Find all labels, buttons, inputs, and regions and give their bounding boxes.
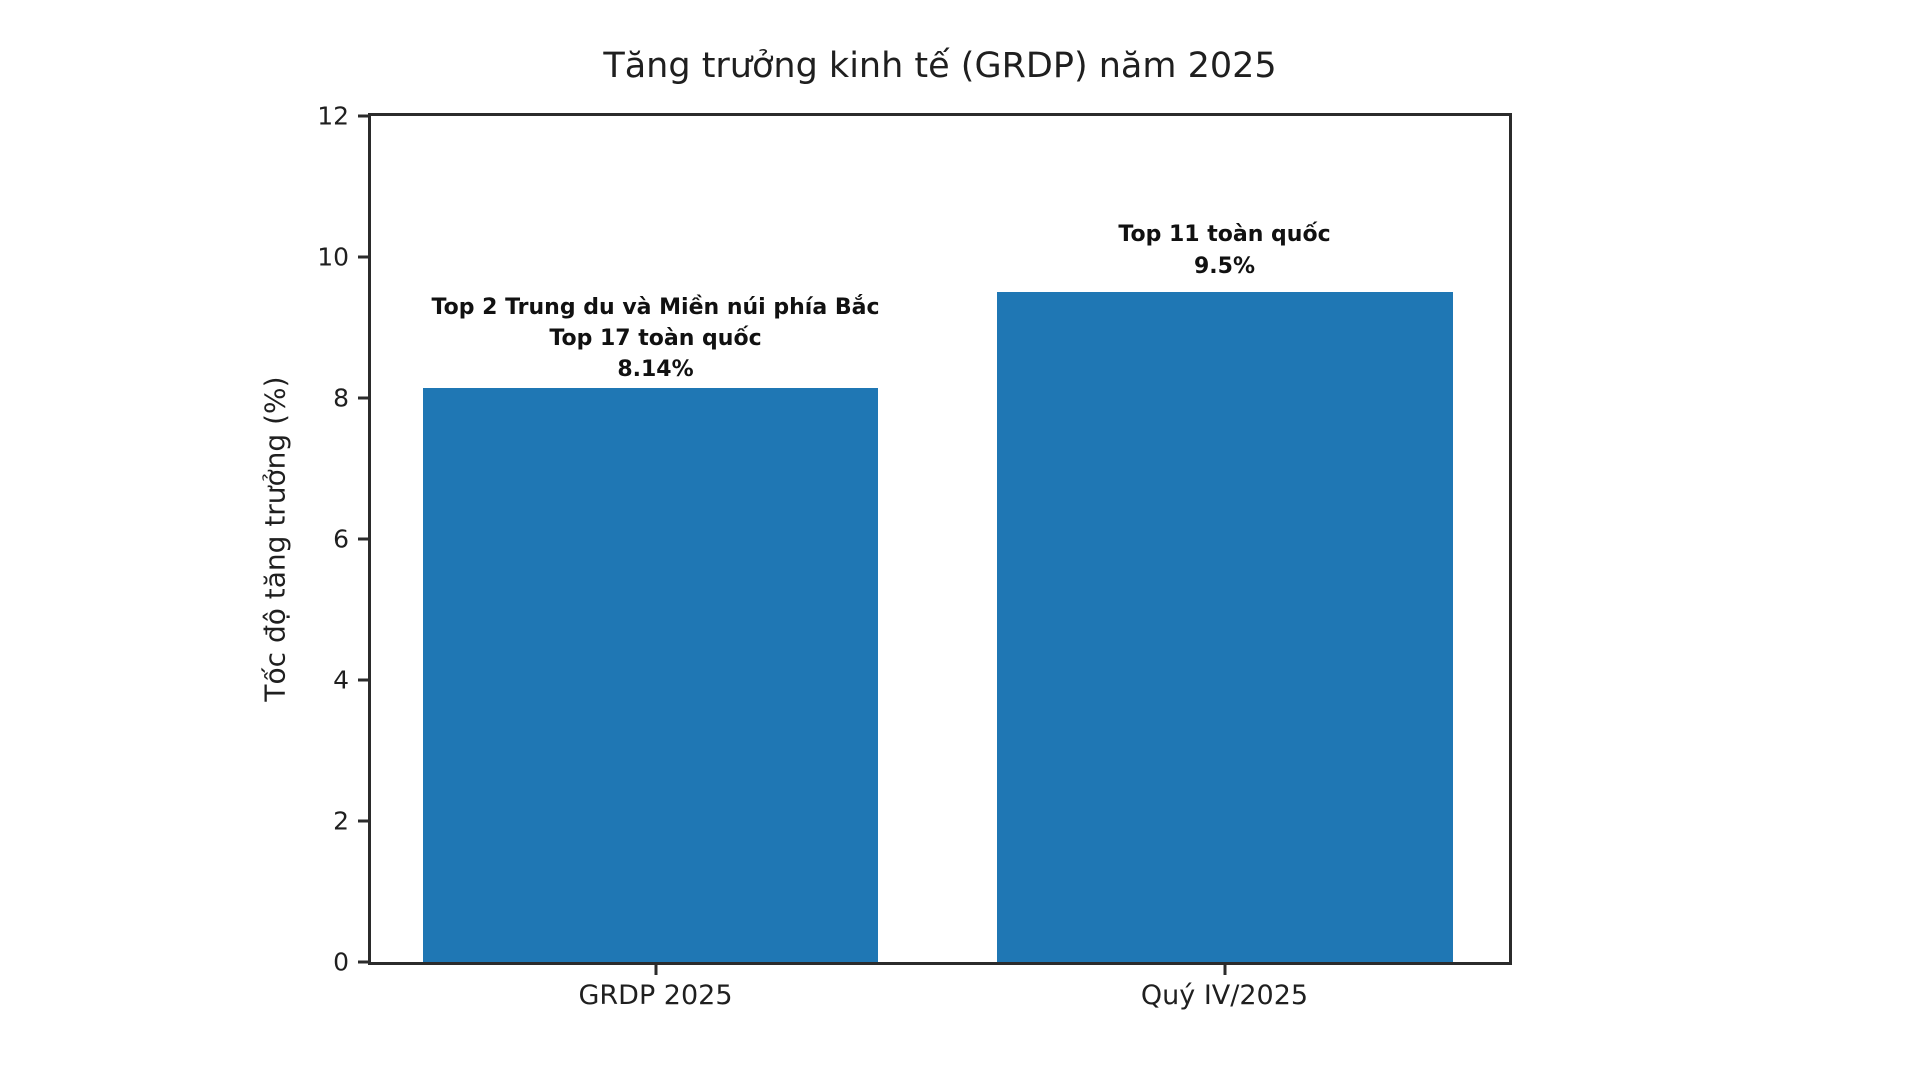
y-tick-label: 0 bbox=[333, 947, 349, 977]
annotation-value: 8.14% bbox=[617, 357, 694, 382]
bar-grdp-2025 bbox=[422, 388, 878, 962]
y-tick-label: 2 bbox=[333, 806, 349, 836]
y-tick-6: 6 bbox=[309, 525, 371, 554]
y-tick-2: 2 bbox=[309, 807, 371, 836]
y-tick-mark bbox=[358, 396, 371, 400]
y-tick-4: 4 bbox=[309, 666, 371, 695]
y-tick-mark bbox=[358, 678, 371, 682]
x-tick-mark-grdp-2025 bbox=[654, 962, 657, 975]
y-tick-12: 12 bbox=[309, 102, 371, 131]
x-tick-label-quy-iv-2025: Quý IV/2025 bbox=[1140, 980, 1309, 1011]
y-tick-mark bbox=[358, 960, 371, 964]
annotation-line: Top 17 toàn quốc bbox=[549, 326, 762, 351]
y-tick-8: 8 bbox=[309, 384, 371, 413]
annotation-line: Top 11 toàn quốc bbox=[1118, 222, 1331, 247]
annotation-value: 9.5% bbox=[1193, 254, 1255, 279]
y-tick-label: 4 bbox=[333, 665, 349, 695]
x-tick-mark-quy-iv-2025 bbox=[1223, 962, 1226, 975]
chart-title: Tăng trưởng kinh tế (GRDP) năm 2025 bbox=[603, 46, 1277, 86]
y-tick-label: 12 bbox=[317, 101, 349, 131]
y-tick-mark bbox=[358, 114, 371, 118]
y-tick-label: 8 bbox=[333, 383, 349, 413]
y-tick-10: 10 bbox=[309, 243, 371, 272]
bar-quy-iv-2025 bbox=[997, 292, 1453, 962]
y-tick-0: 0 bbox=[309, 948, 371, 977]
annotation-quy-iv-2025: Top 11 toàn quốc 9.5% bbox=[1118, 219, 1330, 283]
y-tick-mark bbox=[358, 255, 371, 259]
annotation-grdp-2025: Top 2 Trung du và Miền núi phía Bắc Top … bbox=[432, 292, 880, 385]
annotation-line: Top 2 Trung du và Miền núi phía Bắc bbox=[431, 295, 880, 320]
x-tick-label-grdp-2025: GRDP 2025 bbox=[578, 980, 733, 1011]
plot-area: 0 2 4 6 8 10 12 GRDP 2025 bbox=[317, 102, 1512, 1011]
y-tick-label: 10 bbox=[317, 242, 349, 272]
y-axis-label: Tốc độ tăng trưởng (%) bbox=[258, 376, 292, 702]
y-tick-mark bbox=[358, 537, 371, 541]
y-tick-mark bbox=[358, 819, 371, 823]
y-tick-label: 6 bbox=[333, 524, 349, 554]
